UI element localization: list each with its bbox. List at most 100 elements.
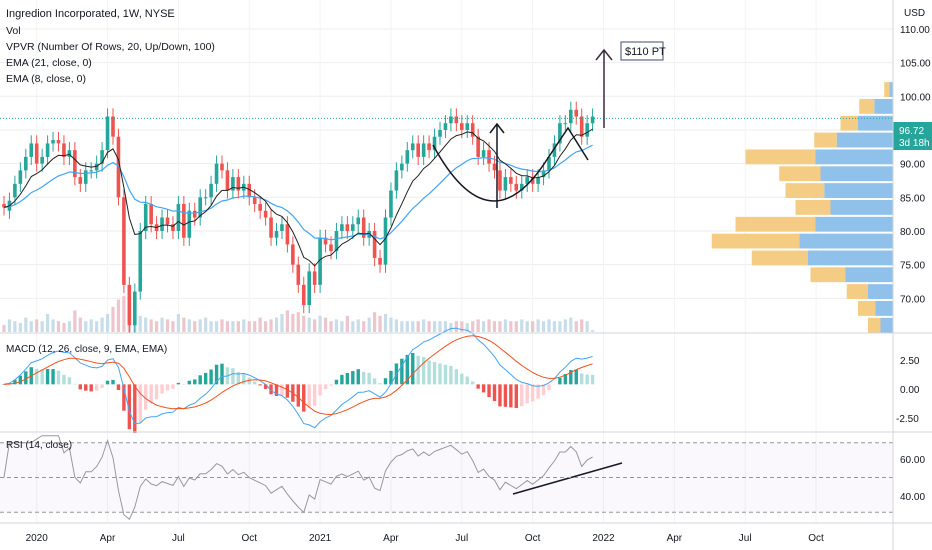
candle-body bbox=[127, 284, 132, 326]
time-tick-label: 2022 bbox=[592, 533, 615, 544]
price-tick-label: 105.00 bbox=[900, 59, 931, 70]
candle-body bbox=[514, 183, 519, 191]
volume-bar bbox=[329, 321, 333, 332]
macd-histogram-bar bbox=[171, 384, 175, 389]
macd-histogram-bar bbox=[144, 384, 148, 410]
candle-body bbox=[432, 136, 437, 151]
macd-histogram-bar bbox=[421, 356, 426, 385]
volume-bar bbox=[198, 319, 202, 332]
volume-bar bbox=[18, 323, 22, 332]
macd-histogram-bar bbox=[443, 364, 448, 385]
candle-body bbox=[312, 271, 317, 285]
candle-body bbox=[149, 204, 153, 225]
candle-body bbox=[231, 177, 235, 191]
candle-body bbox=[280, 224, 284, 231]
time-tick-label: Apr bbox=[383, 533, 399, 544]
macd-histogram-bar bbox=[525, 384, 529, 404]
candlestick-series[interactable] bbox=[2, 101, 595, 334]
indicator-vol[interactable]: Vol bbox=[6, 25, 21, 37]
volume-bar bbox=[492, 321, 497, 332]
price-target-label: $110 PT bbox=[625, 46, 666, 58]
volume-bar bbox=[258, 317, 262, 332]
time-axis[interactable]: 2020 Apr Jul Oct 2021 Apr Jul Oct 2022 Apr Jul Oct bbox=[26, 533, 824, 544]
candle-body bbox=[307, 271, 311, 306]
rsi-title[interactable]: RSI (14, close) bbox=[6, 440, 72, 451]
candle-body bbox=[198, 197, 202, 218]
vpvr-down-bar bbox=[814, 132, 837, 148]
volume-bar bbox=[269, 319, 273, 332]
candle-body bbox=[160, 217, 164, 231]
macd-histogram-bar bbox=[351, 371, 355, 385]
macd-histogram-bar bbox=[78, 384, 82, 390]
macd-histogram-bar bbox=[471, 381, 475, 385]
vpvr-down-bar bbox=[711, 233, 800, 249]
candle-body bbox=[252, 197, 257, 205]
volume-bar bbox=[454, 321, 458, 332]
volume-bar bbox=[302, 315, 306, 332]
macd-histogram-bar bbox=[105, 380, 110, 385]
macd-histogram-bar bbox=[263, 384, 268, 389]
vpvr-down-bar bbox=[846, 284, 868, 300]
rsi-trendline bbox=[512, 462, 623, 495]
indicator-ema8[interactable]: EMA (8, close, 0) bbox=[6, 73, 86, 85]
indicator-vpvr[interactable]: VPVR (Number Of Rows, 20, Up/Down, 100) bbox=[6, 41, 215, 53]
volume-bar bbox=[155, 321, 159, 332]
macd-histogram-bar bbox=[111, 379, 115, 385]
macd-histogram-bar bbox=[62, 374, 66, 385]
candle-body bbox=[73, 150, 77, 178]
macd-histogram-bar bbox=[13, 379, 17, 385]
user-drawings[interactable] bbox=[432, 48, 623, 495]
indicator-ema21[interactable]: EMA (21, close, 0) bbox=[6, 57, 92, 69]
volume-bar bbox=[438, 321, 442, 332]
volume-bar bbox=[580, 319, 584, 332]
vpvr-up-bar bbox=[808, 250, 893, 266]
vpvr-up-bar bbox=[845, 267, 893, 283]
price-axis[interactable]: 70.0075.0080.0085.0090.0095.00100.00105.… bbox=[900, 25, 931, 305]
macd-histogram-bar bbox=[476, 384, 480, 389]
volume-bar bbox=[400, 321, 404, 332]
candle-body bbox=[225, 170, 230, 191]
volume-bar bbox=[427, 321, 431, 332]
macd-histogram-bar bbox=[214, 364, 219, 385]
candle-body bbox=[421, 143, 426, 157]
volume-bar bbox=[563, 319, 567, 332]
volume-bar bbox=[35, 319, 39, 332]
macd-histogram-bar bbox=[116, 384, 121, 390]
candle-body bbox=[94, 163, 99, 171]
price-tick-label: 90.00 bbox=[900, 160, 925, 171]
macd-histogram-bar bbox=[547, 384, 551, 391]
ema-lines bbox=[0, 117, 893, 267]
rsi-line bbox=[3, 435, 593, 521]
volume-bar bbox=[182, 317, 186, 332]
candle-body bbox=[574, 109, 579, 117]
price-target-note[interactable]: $110 PT bbox=[620, 41, 666, 61]
macd-title[interactable]: MACD (12, 26, close, 9, EMA, EMA) bbox=[6, 344, 167, 355]
volume-bar bbox=[209, 321, 213, 332]
volume-bar bbox=[264, 321, 268, 332]
candle-body bbox=[274, 230, 279, 238]
volume-bar bbox=[89, 319, 93, 332]
candle-body bbox=[51, 140, 55, 144]
volume-bar bbox=[7, 319, 12, 332]
volume-bar bbox=[541, 321, 546, 332]
volume-bar bbox=[503, 319, 507, 332]
candle-body bbox=[329, 244, 333, 252]
macd-histogram-bar bbox=[187, 380, 191, 385]
candle-body bbox=[334, 230, 339, 252]
candle-body bbox=[67, 150, 72, 157]
vpvr-down-bar bbox=[884, 82, 890, 97]
candle-body bbox=[122, 197, 126, 285]
macd-signal-line bbox=[3, 335, 593, 416]
bar-countdown: 3d 18h bbox=[899, 138, 930, 149]
volume-bar bbox=[356, 319, 360, 332]
macd-histogram-bar bbox=[329, 384, 333, 386]
candle-body bbox=[443, 123, 448, 130]
candle-body bbox=[525, 177, 529, 184]
macd-histogram-bar bbox=[520, 384, 524, 407]
macd-histogram-bar bbox=[411, 352, 415, 385]
macd-histogram-bar bbox=[133, 384, 137, 433]
currency-label: USD bbox=[904, 8, 925, 19]
currency-button[interactable]: USD bbox=[895, 4, 925, 20]
volume-bar bbox=[176, 314, 180, 332]
macd-histogram-bar bbox=[405, 354, 409, 385]
